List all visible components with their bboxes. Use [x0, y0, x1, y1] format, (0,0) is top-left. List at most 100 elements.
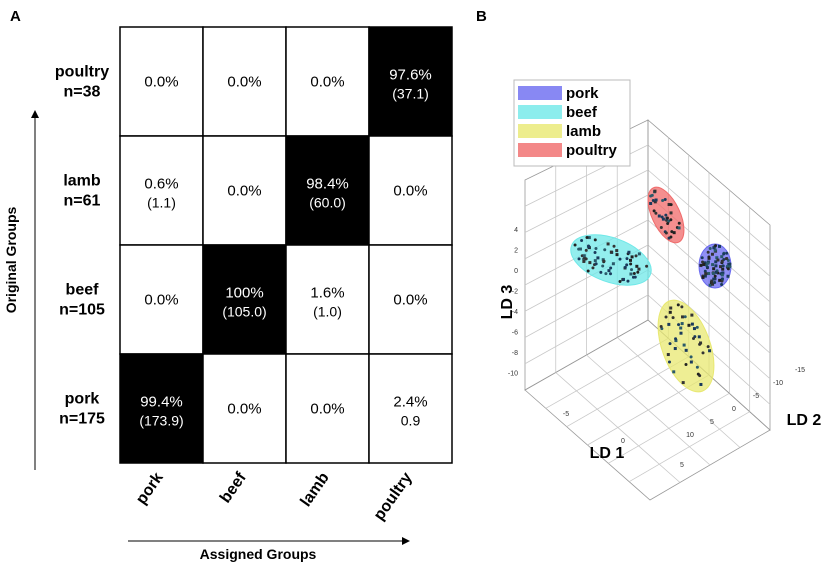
- point-pork: [725, 257, 729, 261]
- point-beef: [609, 266, 613, 270]
- point-lamb: [689, 355, 693, 359]
- point-beef: [596, 256, 600, 260]
- point-pork: [710, 279, 714, 283]
- point-pork: [705, 265, 709, 269]
- cell-percent: 98.4%: [306, 176, 349, 193]
- point-poultry: [654, 198, 658, 202]
- point-beef: [583, 256, 587, 260]
- point-poultry: [659, 225, 663, 229]
- point-beef: [573, 243, 577, 247]
- point-beef: [636, 270, 640, 274]
- row-label-lamb: lamb: [63, 173, 101, 190]
- point-beef: [609, 272, 613, 276]
- point-beef: [632, 272, 636, 276]
- point-pork: [720, 279, 724, 283]
- point-poultry: [669, 235, 673, 239]
- point-beef: [584, 248, 588, 252]
- cell-percent: 0.0%: [144, 292, 178, 309]
- point-pork: [707, 272, 711, 276]
- point-poultry: [677, 221, 681, 225]
- point-pork: [713, 274, 717, 278]
- row-count-pork: n=175: [59, 411, 105, 428]
- x-axis-label: Assigned Groups: [200, 546, 317, 562]
- point-lamb: [664, 315, 668, 319]
- point-pork: [728, 262, 732, 266]
- point-pork: [714, 260, 718, 264]
- cell-percent: 97.6%: [389, 67, 432, 84]
- cell-percent: 0.0%: [227, 183, 261, 200]
- y-tick: -15: [795, 367, 805, 374]
- point-lamb: [682, 343, 686, 347]
- point-beef: [594, 247, 598, 251]
- point-lamb: [692, 336, 696, 340]
- point-lamb: [666, 353, 670, 357]
- point-beef: [593, 238, 597, 242]
- point-lamb: [659, 325, 663, 329]
- cell-percent: 0.0%: [393, 183, 427, 200]
- point-pork: [712, 277, 716, 281]
- point-lamb: [676, 303, 680, 307]
- x-tick: 5: [680, 462, 684, 469]
- point-beef: [627, 250, 631, 254]
- matrix-cell-poultry-beef: [202, 26, 287, 137]
- point-beef: [582, 254, 586, 258]
- point-lamb: [687, 323, 691, 327]
- point-pork: [703, 269, 707, 273]
- point-lamb: [674, 339, 678, 343]
- point-pork: [718, 278, 722, 282]
- legend-swatch-beef: [518, 105, 562, 119]
- y-tick: -5: [753, 393, 759, 400]
- point-beef: [578, 247, 582, 251]
- point-lamb: [672, 370, 676, 374]
- point-pork: [720, 283, 724, 287]
- point-lamb: [668, 342, 672, 346]
- point-beef: [609, 250, 613, 254]
- cell-count: (60.0): [309, 195, 346, 211]
- matrix-cell-pork-poultry: [368, 353, 453, 464]
- point-beef: [580, 239, 584, 243]
- point-poultry: [650, 193, 654, 197]
- grid-lines: [524, 119, 771, 501]
- point-lamb: [681, 381, 685, 385]
- z-tick: 0: [514, 268, 518, 275]
- point-beef: [618, 257, 622, 261]
- cluster-pork: [698, 243, 732, 289]
- legend-label-pork: pork: [566, 85, 599, 102]
- z-axis-label: LD 3: [499, 285, 516, 320]
- x-tick: 0: [621, 438, 625, 445]
- column-label-pork: pork: [133, 469, 167, 507]
- point-lamb: [684, 348, 688, 352]
- cell-count: (37.1): [392, 86, 429, 102]
- point-lamb: [701, 351, 705, 355]
- point-pork: [710, 252, 714, 256]
- cell-count: 0.9: [401, 413, 421, 429]
- point-poultry: [669, 211, 673, 215]
- cell-percent: 1.6%: [310, 285, 344, 302]
- point-pork: [725, 264, 729, 268]
- point-pork: [712, 267, 716, 271]
- point-lamb: [684, 363, 688, 367]
- y-tick: 0: [732, 406, 736, 413]
- point-pork: [711, 271, 715, 275]
- point-lamb: [680, 305, 684, 309]
- point-beef: [625, 257, 629, 261]
- point-poultry: [669, 203, 673, 207]
- point-pork: [721, 267, 725, 271]
- legend-label-beef: beef: [566, 104, 598, 121]
- legend-label-poultry: poultry: [566, 142, 617, 159]
- point-beef: [607, 269, 611, 273]
- legend-swatch-lamb: [518, 124, 562, 138]
- point-pork: [708, 283, 712, 287]
- point-beef: [603, 248, 607, 252]
- point-pork: [728, 265, 732, 269]
- point-beef: [635, 264, 639, 268]
- point-poultry: [664, 231, 668, 235]
- y-tick: -10: [773, 380, 783, 387]
- panel-a-label: A: [10, 8, 21, 25]
- point-poultry: [670, 230, 674, 234]
- point-lamb: [671, 316, 675, 320]
- point-poultry: [653, 189, 657, 193]
- point-beef: [618, 280, 622, 284]
- matrix-cell-beef-beef: [202, 244, 287, 355]
- row-count-lamb: n=61: [64, 193, 101, 210]
